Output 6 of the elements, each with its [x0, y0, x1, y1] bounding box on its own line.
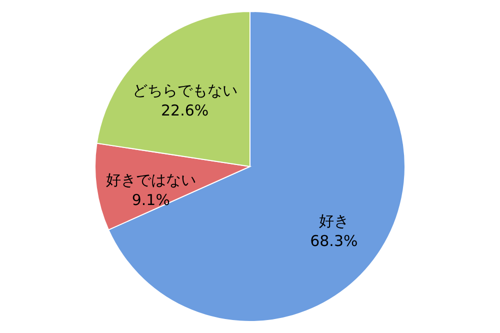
data-label: 22.6% — [160, 102, 209, 120]
data-label: 9.1% — [132, 190, 170, 209]
slice-label: 好きではない — [106, 170, 196, 189]
slice-label: どちらでもない — [132, 82, 238, 100]
data-label: 68.3% — [310, 232, 358, 250]
slice-label: 好き — [318, 212, 349, 230]
